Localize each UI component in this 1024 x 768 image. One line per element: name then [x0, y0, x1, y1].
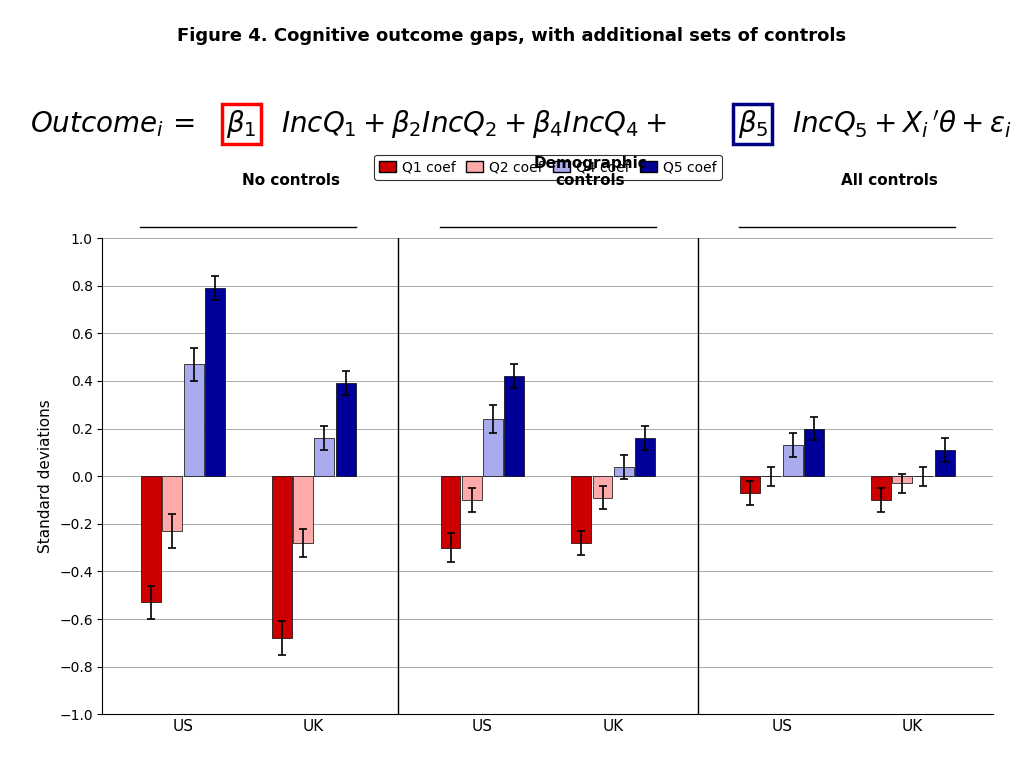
- Bar: [205, 288, 225, 476]
- Bar: [141, 476, 161, 602]
- Text: $\mathit{IncQ}_5 + X_i\,'\theta + \varepsilon_i$: $\mathit{IncQ}_5 + X_i\,'\theta + \varep…: [793, 108, 1012, 140]
- Bar: [593, 476, 612, 498]
- Text: Figure 4. Cognitive outcome gaps, with additional sets of controls: Figure 4. Cognitive outcome gaps, with a…: [177, 27, 847, 45]
- Bar: [293, 476, 313, 543]
- Bar: [782, 445, 803, 476]
- Bar: [314, 438, 334, 476]
- Text: Demographic
controls: Demographic controls: [534, 156, 647, 188]
- Bar: [163, 476, 182, 531]
- Bar: [870, 476, 891, 500]
- Bar: [440, 476, 461, 548]
- Bar: [740, 476, 760, 493]
- Text: $\mathit{IncQ}_1 + \beta_2\mathit{IncQ}_2 + \beta_4\mathit{IncQ}_4 +$: $\mathit{IncQ}_1 + \beta_2\mathit{IncQ}_…: [281, 108, 667, 140]
- Text: $\beta_1$: $\beta_1$: [226, 108, 257, 140]
- Bar: [462, 476, 481, 500]
- Bar: [272, 476, 292, 638]
- Bar: [635, 438, 655, 476]
- Bar: [804, 429, 823, 476]
- Bar: [505, 376, 524, 476]
- Bar: [483, 419, 503, 476]
- Text: All controls: All controls: [842, 173, 938, 188]
- Text: $\mathit{Outcome}_i\/ =$: $\mathit{Outcome}_i\/ =$: [31, 109, 196, 139]
- Bar: [892, 476, 912, 483]
- Bar: [571, 476, 591, 543]
- Legend: Q1 coef, Q2 coef, Q4 coef, Q5 coef: Q1 coef, Q2 coef, Q4 coef, Q5 coef: [374, 154, 722, 180]
- Bar: [183, 364, 204, 476]
- Bar: [614, 467, 634, 476]
- Text: No controls: No controls: [242, 173, 340, 188]
- Y-axis label: Standard deviations: Standard deviations: [39, 399, 53, 553]
- Text: $\beta_5$: $\beta_5$: [737, 108, 768, 140]
- Bar: [336, 383, 355, 476]
- Bar: [935, 450, 954, 476]
